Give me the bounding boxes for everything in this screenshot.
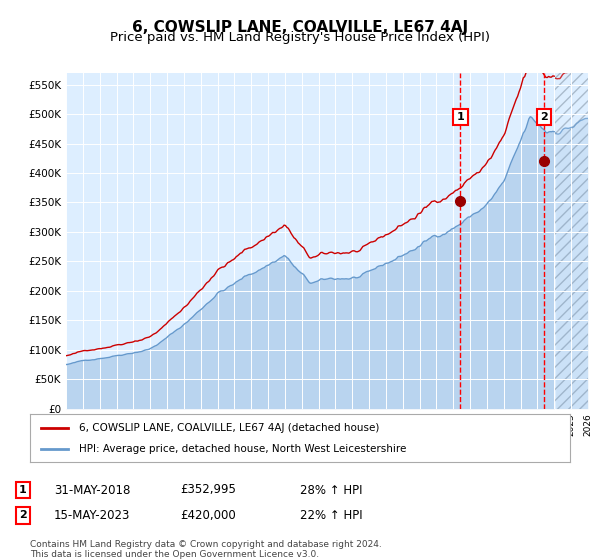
Text: 22% ↑ HPI: 22% ↑ HPI — [300, 508, 362, 522]
Text: 6, COWSLIP LANE, COALVILLE, LE67 4AJ: 6, COWSLIP LANE, COALVILLE, LE67 4AJ — [132, 20, 468, 35]
Text: 6, COWSLIP LANE, COALVILLE, LE67 4AJ (detached house): 6, COWSLIP LANE, COALVILLE, LE67 4AJ (de… — [79, 423, 379, 433]
Text: 28% ↑ HPI: 28% ↑ HPI — [300, 483, 362, 497]
Bar — [554, 73, 588, 409]
Text: 2: 2 — [540, 112, 548, 122]
Text: 1: 1 — [19, 485, 26, 495]
Text: Contains HM Land Registry data © Crown copyright and database right 2024.: Contains HM Land Registry data © Crown c… — [30, 540, 382, 549]
Text: 31-MAY-2018: 31-MAY-2018 — [54, 483, 130, 497]
Bar — [554, 73, 588, 409]
Text: £352,995: £352,995 — [180, 483, 236, 497]
Text: £420,000: £420,000 — [180, 508, 236, 522]
Text: Price paid vs. HM Land Registry's House Price Index (HPI): Price paid vs. HM Land Registry's House … — [110, 31, 490, 44]
Text: This data is licensed under the Open Government Licence v3.0.: This data is licensed under the Open Gov… — [30, 550, 319, 559]
Text: 15-MAY-2023: 15-MAY-2023 — [54, 508, 130, 522]
Text: HPI: Average price, detached house, North West Leicestershire: HPI: Average price, detached house, Nort… — [79, 444, 406, 454]
Text: 2: 2 — [19, 510, 26, 520]
Text: 1: 1 — [457, 112, 464, 122]
